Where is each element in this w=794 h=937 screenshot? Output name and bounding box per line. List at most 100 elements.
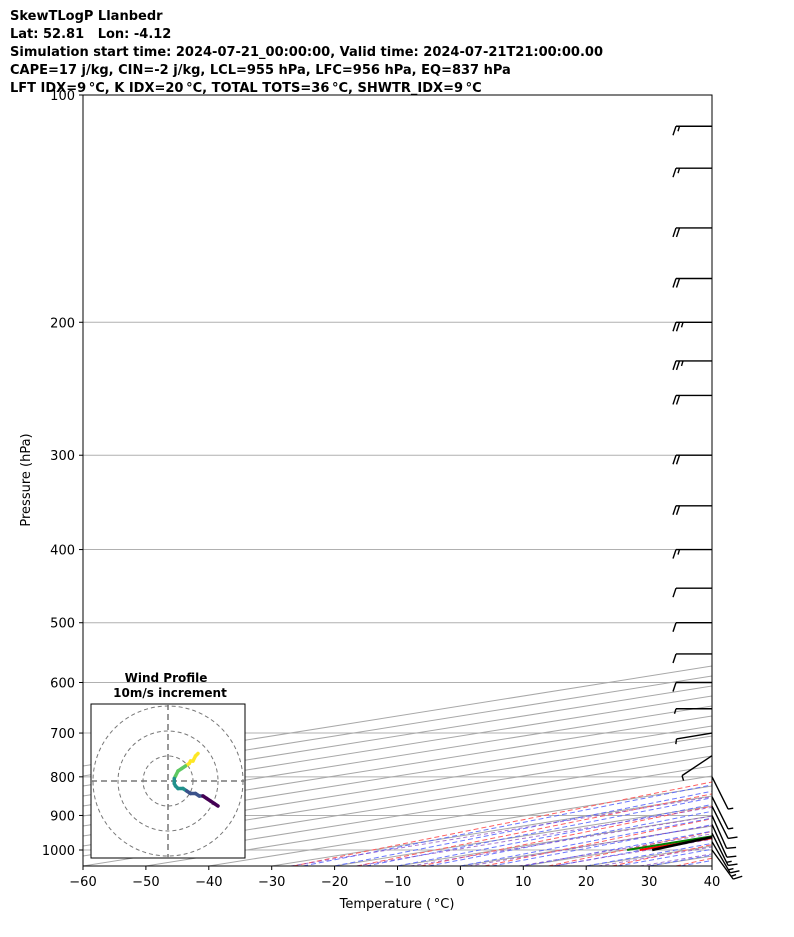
profiles <box>626 835 712 852</box>
x-tick-label: −30 <box>258 875 285 890</box>
barb-flag <box>728 836 738 840</box>
barb-flag <box>672 549 677 559</box>
barb-staff <box>711 849 734 880</box>
x-tick-label: −50 <box>132 875 159 890</box>
mixing-ratio-line <box>410 815 712 866</box>
barb-flag <box>726 855 737 858</box>
wind-barb <box>711 824 737 858</box>
isotherm-line <box>271 795 712 866</box>
temperature-line <box>639 837 712 851</box>
hodograph-inset <box>90 703 246 859</box>
wind-barb <box>711 849 743 880</box>
barb-flag <box>672 622 677 632</box>
y-tick-label: 800 <box>50 771 75 786</box>
barb-half-flag <box>727 827 734 830</box>
wind-barb <box>681 755 713 781</box>
dewpoint-line <box>626 835 712 851</box>
cape-shading <box>639 837 712 850</box>
x-tick-label: 40 <box>704 875 721 890</box>
y-tick-label: 700 <box>50 727 75 742</box>
isotherm-line <box>334 805 712 866</box>
isotherm-line <box>83 695 712 797</box>
barb-flag <box>672 395 677 405</box>
wind-barb <box>711 815 737 850</box>
dry-adiabat <box>356 793 712 866</box>
x-tick-label: −10 <box>384 875 411 890</box>
barb-half-flag <box>730 873 737 877</box>
barb-flag <box>672 322 677 332</box>
chart-title: SkewTLogP Llanbedr <box>10 9 163 24</box>
isotherm-line <box>711 865 712 866</box>
mixing-ratio-line <box>468 825 712 866</box>
isotherm-line <box>83 715 712 817</box>
chart-header: SkewTLogP Llanbedr Lat: 52.81 Lon: -4.12… <box>10 8 603 98</box>
isotherm-line <box>83 685 712 787</box>
wind-barb <box>672 394 712 405</box>
barb-half-flag <box>726 860 732 863</box>
moist-adiabat <box>334 790 712 866</box>
cape-line: CAPE=17 j/kg, CIN=-2 j/kg, LCL=955 hPa, … <box>10 63 511 78</box>
isotherm-line <box>83 675 712 777</box>
barb-half-flag <box>677 167 681 174</box>
wind-barb <box>673 708 712 714</box>
barb-flag <box>729 870 740 874</box>
isotherm-line <box>523 835 712 866</box>
wind-barb <box>711 796 734 830</box>
wind-barb <box>672 548 712 559</box>
isotherm-line <box>83 725 712 827</box>
hodograph-subtitle: 10m/s increment <box>113 686 227 700</box>
barb-flag <box>675 360 681 371</box>
barb-flag <box>672 653 677 664</box>
barb-flag <box>672 505 677 515</box>
barb-half-flag <box>675 738 678 745</box>
axes: −60 −50 −40 −30 −20 −10 0 10 20 30 40 1000 900 800 700… <box>42 89 720 890</box>
barb-flag <box>728 863 738 867</box>
moist-adiabat <box>428 810 712 866</box>
barb-flag <box>672 587 677 598</box>
wind-barb <box>711 776 734 810</box>
dry-adiabat <box>484 818 712 866</box>
barb-staff <box>681 755 713 777</box>
mixing-ratio-line <box>290 796 712 866</box>
barb-half-flag <box>673 708 677 714</box>
wind-barb <box>711 841 740 874</box>
moist-adiabat <box>617 848 712 866</box>
wind-barb <box>675 732 713 745</box>
cape-area <box>639 837 712 850</box>
background-lines <box>83 95 712 866</box>
dry-adiabat <box>611 844 712 866</box>
barb-flag <box>672 126 677 136</box>
hodograph-ring <box>117 730 219 832</box>
barb-half-flag <box>677 126 681 132</box>
parcel-line <box>651 835 712 852</box>
barb-flag <box>672 227 677 238</box>
moist-adiabat <box>586 842 712 866</box>
x-tick-label: −60 <box>69 875 96 890</box>
barb-half-flag <box>677 549 681 555</box>
barb-flag <box>672 167 677 178</box>
x-tick-label: 20 <box>578 875 595 890</box>
hodograph-title: Wind Profile <box>125 671 208 685</box>
moist-adiabat <box>523 830 712 866</box>
y-tick-label: 600 <box>50 677 75 692</box>
barb-staff <box>711 841 731 874</box>
wind-barb <box>672 681 712 692</box>
barb-staff <box>711 832 729 866</box>
barb-staff <box>711 776 729 810</box>
wind-barb <box>672 321 712 332</box>
barb-flag <box>675 455 681 465</box>
isotherm-line <box>83 665 712 767</box>
moist-adiabat <box>711 865 712 866</box>
wind-barb <box>672 587 712 598</box>
moist-adiabat <box>460 817 712 866</box>
wind-barb <box>672 227 712 238</box>
wind-barb <box>711 805 738 840</box>
isotherm-line <box>586 845 712 866</box>
barb-staff <box>711 824 728 858</box>
location-line: Lat: 52.81 Lon: -4.12 <box>10 27 172 42</box>
isotherm-line <box>208 785 712 866</box>
barb-half-flag <box>680 322 684 328</box>
y-axis-label: Pressure (hPa) <box>19 433 34 526</box>
barb-staff <box>711 815 728 849</box>
isotherm-line <box>397 815 712 866</box>
